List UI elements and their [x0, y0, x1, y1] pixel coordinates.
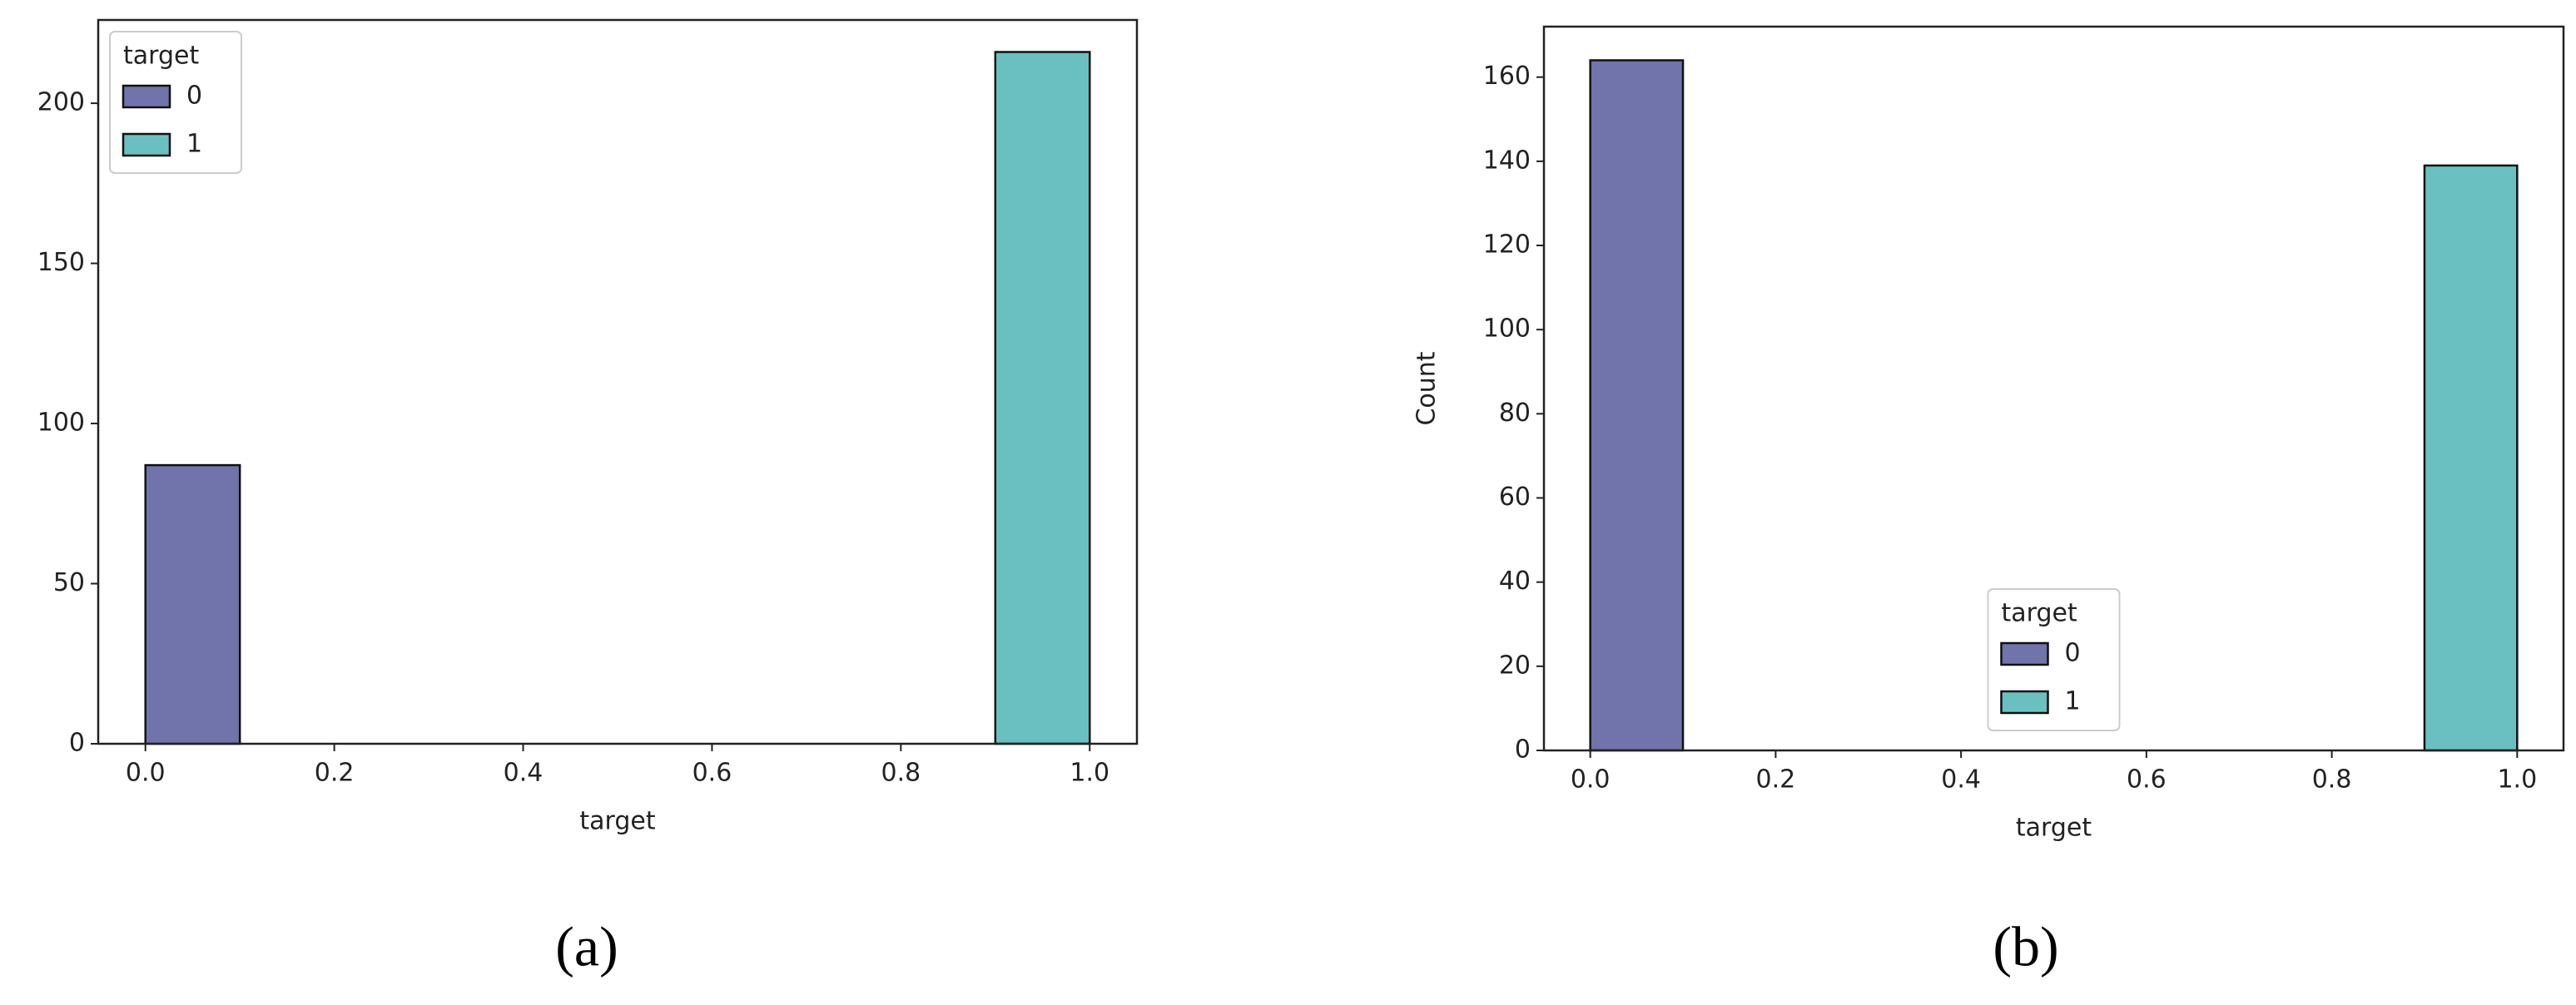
x-axis-label: target — [2016, 814, 2092, 843]
y-tick-label: 0 — [1515, 735, 1531, 765]
y-tick-label: 20 — [1499, 651, 1531, 680]
plot-frame — [1542, 25, 2565, 752]
y-tick-label: 160 — [1483, 62, 1531, 91]
x-tick-label: 0.6 — [2127, 765, 2167, 795]
x-tick-label: 0.0 — [126, 759, 166, 788]
y-tick-label: 120 — [1483, 230, 1531, 260]
legend-swatch — [122, 132, 171, 157]
y-tick-label: 200 — [37, 88, 85, 117]
x-tick-label: 1.0 — [2497, 765, 2537, 795]
legend-swatch — [122, 84, 171, 109]
y-tick-label: 140 — [1483, 146, 1531, 175]
bar — [994, 51, 1091, 745]
y-tick-label: 0 — [69, 729, 85, 758]
legend-swatch — [2000, 641, 2049, 666]
x-axis-label: target — [579, 807, 655, 836]
legend-label: 0 — [186, 82, 202, 111]
y-tick-label: 100 — [1483, 314, 1531, 344]
x-tick-label: 0.2 — [1756, 765, 1796, 795]
legend-title: target — [123, 42, 199, 71]
plot-frame — [97, 18, 1139, 745]
y-tick-label: 100 — [37, 408, 85, 438]
y-tick-label: 40 — [1499, 567, 1531, 596]
legend-label: 0 — [2065, 639, 2081, 668]
x-tick-label: 0.2 — [315, 759, 355, 788]
caption: (a) — [555, 915, 618, 978]
y-tick-label: 60 — [1499, 483, 1531, 512]
bar — [2423, 164, 2519, 752]
x-tick-label: 0.4 — [504, 759, 543, 788]
bar — [144, 463, 241, 745]
legend-label: 1 — [186, 130, 202, 159]
x-tick-label: 1.0 — [1070, 759, 1109, 788]
y-tick-label: 150 — [37, 248, 85, 277]
legend-title: target — [2002, 599, 2077, 628]
legend-label: 1 — [2065, 687, 2081, 716]
y-axis-label: Count — [1412, 351, 1442, 425]
legend-swatch — [2000, 690, 2049, 715]
bar — [1589, 59, 1685, 752]
x-tick-label: 0.8 — [2312, 765, 2352, 795]
x-tick-label: 0.6 — [692, 759, 732, 788]
caption: (b) — [1993, 915, 2058, 978]
y-tick-label: 80 — [1499, 399, 1531, 428]
x-tick-label: 0.4 — [1941, 765, 1981, 795]
x-tick-label: 0.8 — [881, 759, 921, 788]
x-tick-label: 0.0 — [1571, 765, 1611, 795]
y-tick-label: 50 — [53, 568, 85, 597]
